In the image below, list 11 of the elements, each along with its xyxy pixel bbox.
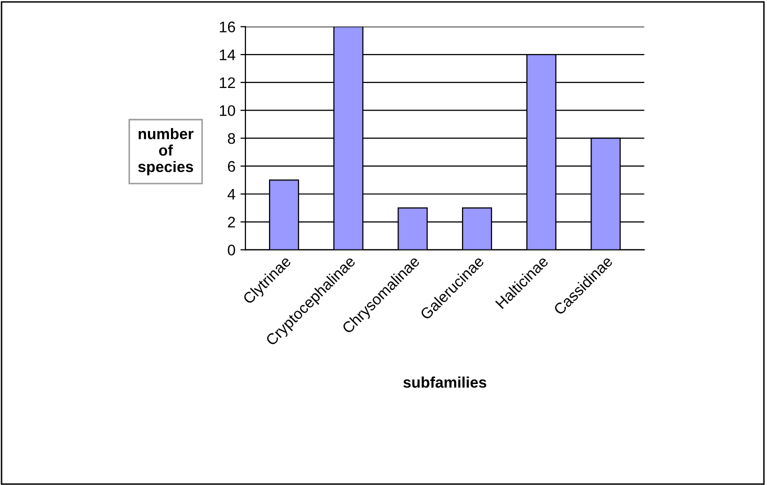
y-tick-label: 8 (228, 133, 236, 144)
y-tick-label: 12 (220, 77, 235, 88)
y-tick-label: 4 (228, 189, 236, 200)
y-tick-label: 10 (220, 105, 236, 116)
y-tick-label: 6 (228, 160, 236, 172)
x-axis-title: subfamilies (403, 376, 486, 388)
y-tick-label: 2 (228, 216, 235, 228)
y-tick-label: 16 (220, 22, 236, 32)
y-tick-label: 0 (228, 244, 236, 256)
y-tick-label: 14 (220, 50, 236, 60)
y-axis-title: number of species (138, 128, 194, 176)
